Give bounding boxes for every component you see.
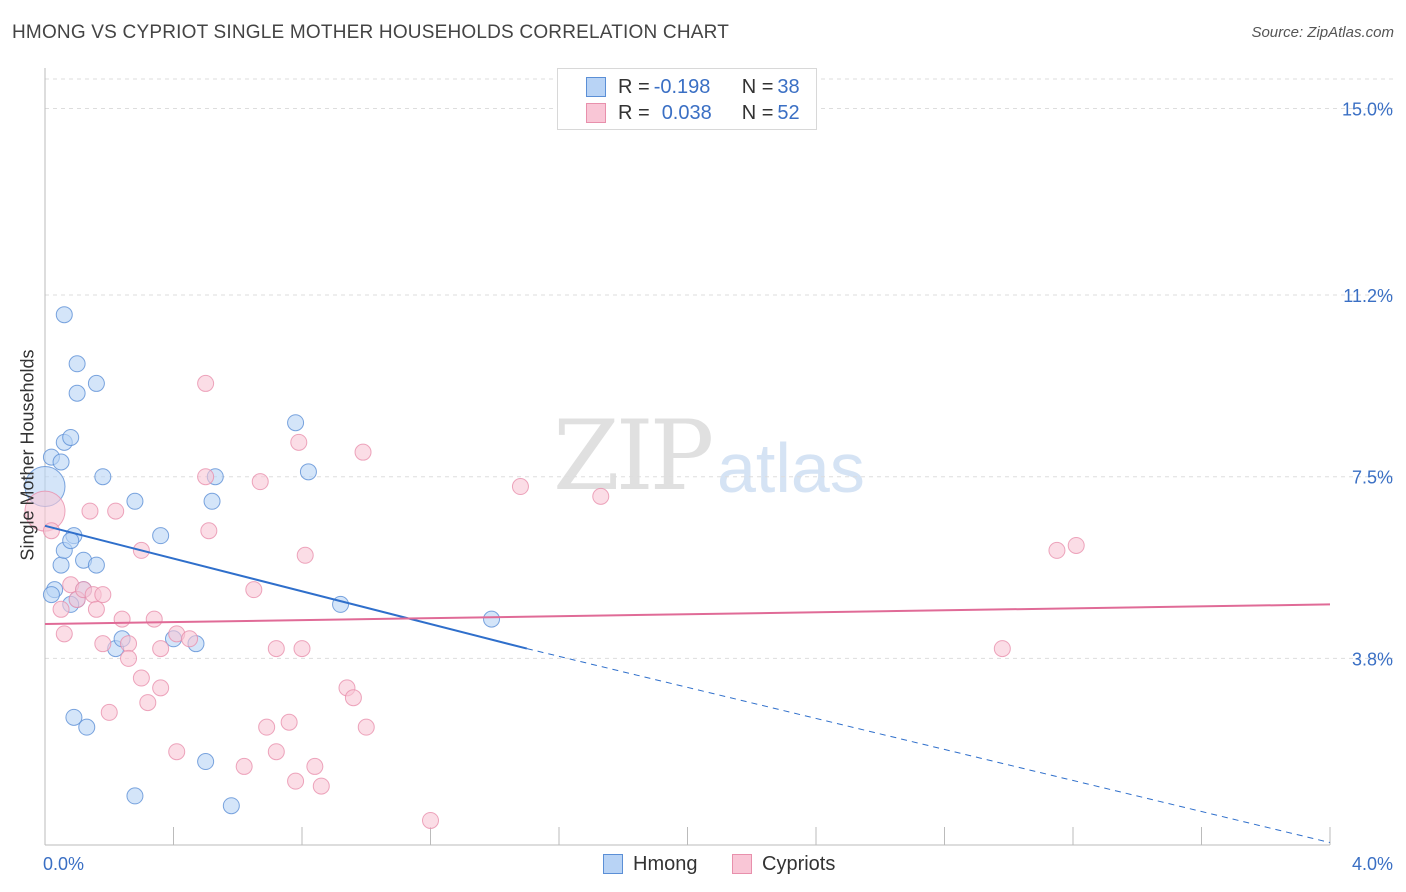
bottom-legend-cypriots: Cypriots bbox=[732, 851, 835, 877]
watermark-zip: ZIP bbox=[553, 400, 714, 512]
cypriots-point bbox=[251, 473, 269, 491]
bottom-hmong-label: Hmong bbox=[633, 852, 698, 875]
cypriots-point bbox=[290, 433, 308, 451]
cypriots-point bbox=[592, 487, 610, 505]
hmong-trend-line bbox=[44, 524, 528, 650]
cypriots-n-label: N = bbox=[741, 101, 774, 124]
hmong-point bbox=[68, 384, 86, 402]
cypriots-n-value: 52 bbox=[777, 101, 800, 124]
cypriots-point bbox=[168, 743, 186, 761]
hmong-point bbox=[52, 453, 70, 471]
cypriots-point bbox=[87, 600, 105, 618]
cypriots-r-label: R = bbox=[618, 101, 650, 124]
cypriots-point bbox=[139, 694, 157, 712]
hmong-point bbox=[197, 753, 215, 771]
cypriots-point bbox=[107, 502, 125, 520]
cypriots-point bbox=[120, 649, 138, 667]
cypriots-point bbox=[245, 581, 263, 599]
cypriots-point bbox=[94, 635, 112, 653]
hmong-point bbox=[152, 527, 170, 545]
chart-title: HMONG VS CYPRIOT SINGLE MOTHER HOUSEHOLD… bbox=[12, 22, 730, 43]
cypriots-point bbox=[197, 468, 215, 486]
hmong-trend-extension bbox=[526, 648, 1331, 844]
cypriots-point bbox=[113, 610, 131, 628]
cypriots-point bbox=[280, 713, 298, 731]
cypriots-point bbox=[258, 718, 276, 736]
cypriots-point bbox=[1067, 536, 1085, 554]
cypriots-point bbox=[993, 640, 1011, 658]
cypriots-point bbox=[306, 757, 324, 775]
hmong-point bbox=[126, 492, 144, 510]
cypriots-point bbox=[422, 811, 439, 829]
legend-row-cypriots: R = 0.038 N = 52 bbox=[586, 101, 800, 125]
cypriots-point bbox=[1048, 541, 1066, 559]
bottom-cypriots-swatch bbox=[732, 854, 752, 874]
cypriots-point bbox=[100, 703, 118, 721]
cypriots-point bbox=[52, 600, 70, 618]
cypriots-point bbox=[354, 443, 372, 461]
hmong-point bbox=[78, 718, 96, 736]
cypriots-point bbox=[235, 757, 253, 775]
cypriots-point bbox=[152, 679, 170, 697]
cypriots-point bbox=[293, 640, 311, 658]
y-tick-label: 11.2% bbox=[1343, 286, 1393, 306]
cypriots-point bbox=[296, 546, 314, 564]
bottom-hmong-swatch bbox=[603, 854, 623, 874]
cypriots-point bbox=[145, 610, 163, 628]
y-tick-label: 15.0% bbox=[1342, 99, 1393, 119]
hmong-n-value: 38 bbox=[777, 75, 800, 98]
watermark-atlas: atlas bbox=[717, 429, 865, 507]
hmong-point bbox=[87, 374, 105, 392]
hmong-point bbox=[68, 355, 86, 373]
bottom-legend-hmong: Hmong bbox=[603, 851, 697, 877]
cypriots-point bbox=[200, 522, 218, 540]
hmong-n-label: N = bbox=[741, 75, 774, 98]
cypriots-point bbox=[94, 586, 112, 604]
hmong-point bbox=[483, 610, 501, 628]
cypriots-point bbox=[287, 772, 305, 790]
stats-legend: R = -0.198 N = 38 R = 0.038 N = 52 bbox=[557, 68, 817, 130]
hmong-point bbox=[42, 586, 60, 604]
cypriots-point bbox=[152, 640, 170, 658]
y-axis-label: Single Mother Households bbox=[17, 349, 38, 561]
cypriots-point bbox=[55, 625, 73, 643]
hmong-point bbox=[299, 463, 317, 481]
x-tick-label: 4.0% bbox=[1352, 854, 1393, 874]
cypriots-point bbox=[357, 718, 375, 736]
cypriots-r-value: 0.038 bbox=[661, 101, 712, 124]
hmong-point bbox=[52, 556, 70, 574]
cypriots-point bbox=[267, 743, 285, 761]
cypriots-point bbox=[197, 374, 215, 392]
cypriots-point bbox=[511, 478, 529, 496]
hmong-point bbox=[94, 468, 112, 486]
hmong-point bbox=[65, 708, 83, 726]
hmong-point bbox=[126, 787, 144, 805]
cypriots-point bbox=[344, 689, 362, 707]
cypriots-point bbox=[81, 502, 99, 520]
cypriots-point bbox=[181, 630, 199, 648]
hmong-point bbox=[287, 414, 305, 432]
bottom-cypriots-label: Cypriots bbox=[762, 852, 836, 875]
y-tick-label: 3.8% bbox=[1352, 649, 1393, 669]
hmong-point bbox=[62, 428, 80, 446]
hmong-point bbox=[203, 492, 221, 510]
hmong-point bbox=[62, 532, 80, 550]
hmong-r-label: R = bbox=[618, 75, 650, 98]
hmong-swatch bbox=[586, 77, 606, 97]
hmong-point bbox=[87, 556, 105, 574]
hmong-r-value: -0.198 bbox=[653, 75, 711, 98]
cypriots-point bbox=[132, 669, 150, 687]
y-tick-label: 7.5% bbox=[1352, 468, 1393, 488]
cypriots-point bbox=[120, 635, 138, 653]
hmong-point bbox=[55, 306, 73, 324]
x-tick-label: 0.0% bbox=[43, 854, 84, 874]
legend-row-hmong: R = -0.198 N = 38 bbox=[586, 75, 800, 99]
hmong-point bbox=[222, 797, 240, 815]
cypriots-trend-line bbox=[44, 603, 1331, 626]
source-credit: Source: ZipAtlas.com bbox=[1251, 24, 1394, 41]
cypriots-swatch bbox=[586, 103, 606, 123]
cypriots-point bbox=[267, 640, 285, 658]
cypriots-point bbox=[312, 777, 330, 795]
